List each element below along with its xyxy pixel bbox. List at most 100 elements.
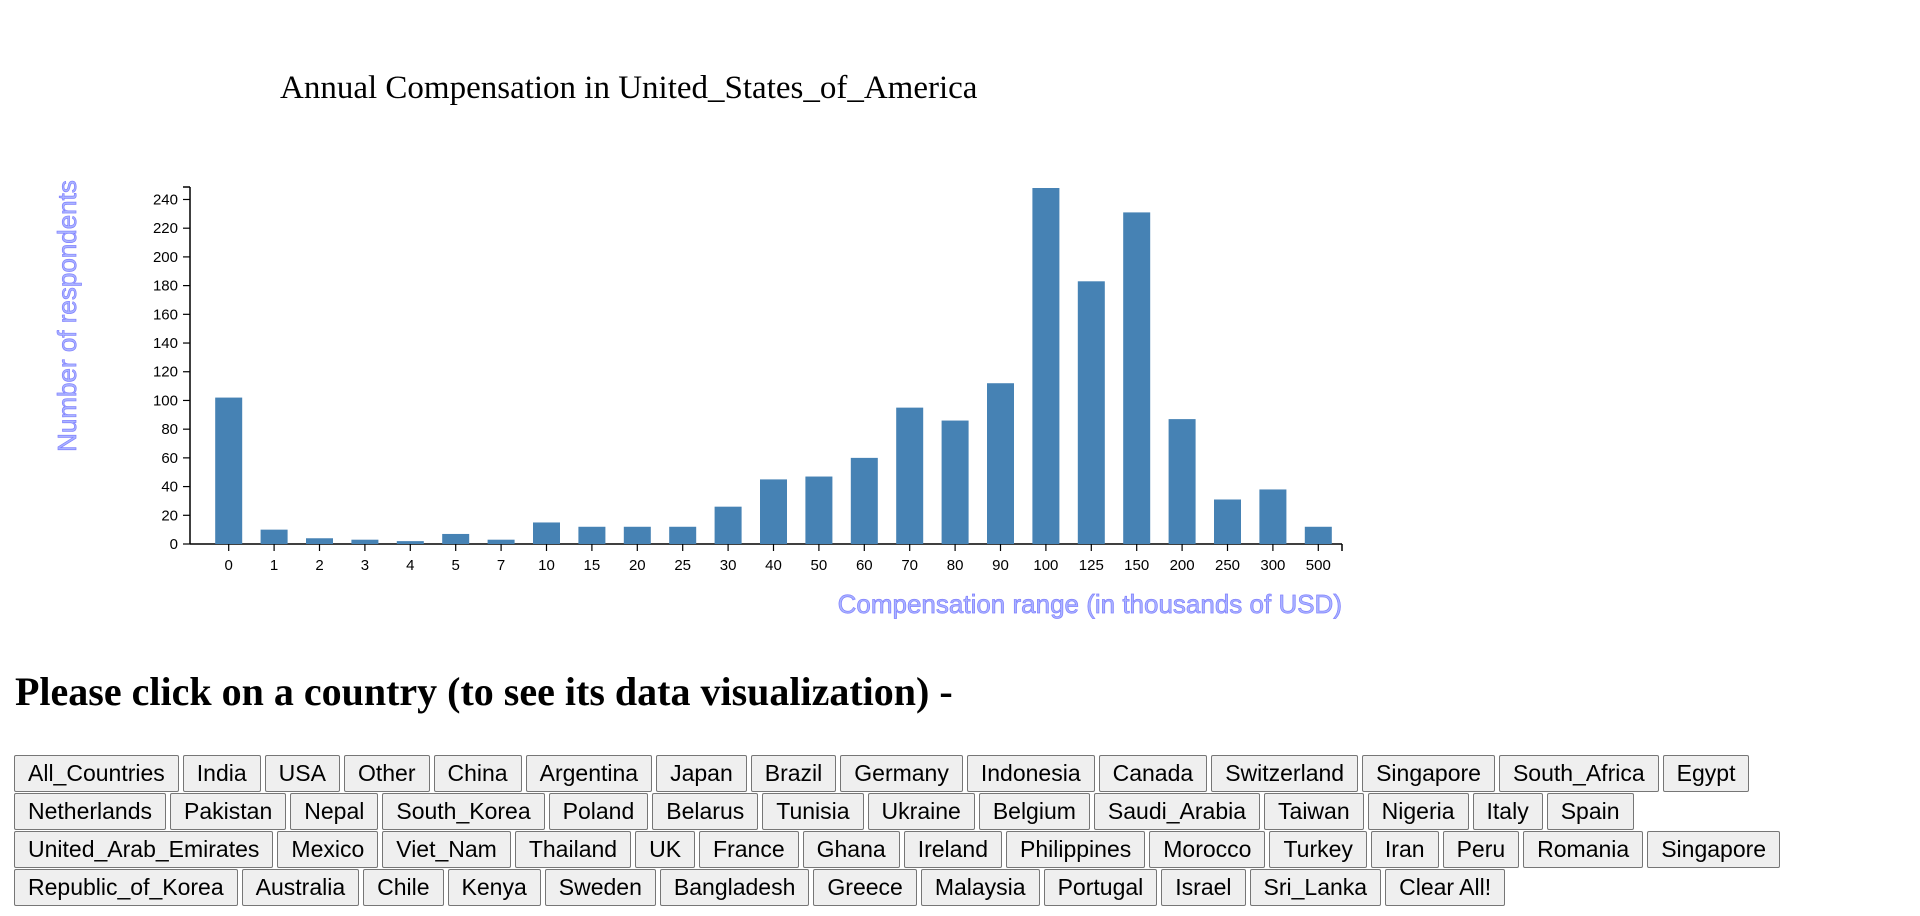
country-button-kenya[interactable]: Kenya: [447, 869, 541, 906]
bar-1[interactable]: [260, 529, 288, 544]
country-button-south-africa[interactable]: South_Africa: [1498, 755, 1659, 792]
country-button-list: All_Countries India USA Other China Argentina…: [14, 755, 1894, 907]
y-axis: 0 20 40 60 80 100 120 140 160 180 200 220 240: [153, 186, 191, 553]
country-button-tunisia[interactable]: Tunisia: [762, 793, 864, 830]
bar-2[interactable]: [306, 538, 333, 544]
country-button-bangladesh[interactable]: Bangladesh: [659, 869, 810, 906]
clear-all-button[interactable]: Clear All!: [1385, 869, 1506, 906]
bar-250[interactable]: [1214, 499, 1241, 545]
country-button-belgium[interactable]: Belgium: [978, 793, 1090, 830]
country-button-philippines[interactable]: Philippines: [1006, 831, 1146, 868]
country-button-ghana[interactable]: Ghana: [802, 831, 900, 868]
country-button-united-arab-emirates[interactable]: United_Arab_Emirates: [14, 831, 274, 868]
country-button-south-korea[interactable]: South_Korea: [382, 793, 545, 830]
country-button-poland[interactable]: Poland: [548, 793, 649, 830]
bar-80[interactable]: [941, 420, 969, 544]
country-button-netherlands[interactable]: Netherlands: [14, 793, 167, 830]
country-button-argentina[interactable]: Argentina: [525, 755, 653, 792]
bar-5[interactable]: [442, 533, 470, 544]
country-button-belarus[interactable]: Belarus: [652, 793, 759, 830]
country-button-spain[interactable]: Spain: [1546, 793, 1634, 830]
bar-7[interactable]: [487, 539, 515, 544]
y-tick-label: 200: [153, 249, 178, 266]
country-button-mexico[interactable]: Mexico: [277, 831, 379, 868]
country-button-israel[interactable]: Israel: [1161, 869, 1246, 906]
country-button-ireland[interactable]: Ireland: [903, 831, 1003, 868]
country-button-egypt[interactable]: Egypt: [1662, 755, 1750, 792]
bar-40[interactable]: [760, 479, 787, 544]
bar-60[interactable]: [850, 457, 878, 544]
country-button-usa[interactable]: USA: [264, 755, 340, 792]
country-button-turkey[interactable]: Turkey: [1269, 831, 1367, 868]
x-tick-label: 15: [584, 557, 601, 574]
country-button-germany[interactable]: Germany: [840, 755, 963, 792]
bar-50[interactable]: [805, 476, 833, 544]
country-button-thailand[interactable]: Thailand: [514, 831, 632, 868]
bar-500[interactable]: [1304, 526, 1332, 544]
x-tick-label: 60: [856, 557, 873, 574]
bar-3[interactable]: [351, 539, 379, 544]
country-button-nepal[interactable]: Nepal: [290, 793, 379, 830]
country-button-uk[interactable]: UK: [635, 831, 696, 868]
bar-100[interactable]: [1032, 188, 1060, 544]
x-tick-label: 80: [947, 557, 964, 574]
bar-125[interactable]: [1077, 281, 1105, 544]
country-button-india[interactable]: India: [182, 755, 261, 792]
bar-15[interactable]: [578, 526, 606, 544]
y-tick-label: 180: [153, 278, 178, 295]
country-button-viet-nam[interactable]: Viet_Nam: [382, 831, 511, 868]
bar-200[interactable]: [1168, 419, 1196, 544]
country-button-singapore[interactable]: Singapore: [1362, 755, 1495, 792]
country-button-romania[interactable]: Romania: [1523, 831, 1644, 868]
y-tick-label: 160: [153, 306, 178, 323]
x-tick-label: 20: [629, 557, 646, 574]
x-tick-label: 50: [811, 557, 828, 574]
country-button-japan[interactable]: Japan: [656, 755, 747, 792]
bars: [215, 188, 1332, 544]
country-button-switzerland[interactable]: Switzerland: [1211, 755, 1359, 792]
country-button-republic-of-korea[interactable]: Republic_of_Korea: [14, 869, 238, 906]
country-button-pakistan[interactable]: Pakistan: [170, 793, 287, 830]
country-button-brazil[interactable]: Brazil: [750, 755, 837, 792]
bar-0[interactable]: [215, 397, 243, 544]
country-button-greece[interactable]: Greece: [813, 869, 917, 906]
x-tick-label: 300: [1260, 557, 1285, 574]
bar-70[interactable]: [896, 407, 924, 544]
country-button-ukraine[interactable]: Ukraine: [867, 793, 975, 830]
y-tick-label: 120: [153, 364, 178, 381]
country-button-australia[interactable]: Australia: [241, 869, 360, 906]
y-tick-label: 240: [153, 191, 178, 208]
x-tick-label: 30: [720, 557, 737, 574]
bar-20[interactable]: [623, 526, 651, 544]
country-button-canada[interactable]: Canada: [1098, 755, 1208, 792]
country-button-indonesia[interactable]: Indonesia: [966, 755, 1095, 792]
country-button-morocco[interactable]: Morocco: [1149, 831, 1266, 868]
x-tick-label: 5: [452, 557, 460, 574]
x-tick-label: 200: [1170, 557, 1195, 574]
country-button-portugal[interactable]: Portugal: [1043, 869, 1158, 906]
bar-150[interactable]: [1123, 212, 1151, 544]
country-button-sri-lanka[interactable]: Sri_Lanka: [1249, 869, 1382, 906]
country-button-nigeria[interactable]: Nigeria: [1367, 793, 1469, 830]
country-button-singapore[interactable]: Singapore: [1647, 831, 1781, 868]
bar-300[interactable]: [1259, 489, 1287, 544]
bar-4[interactable]: [396, 541, 424, 544]
bar-10[interactable]: [533, 522, 560, 544]
country-button-malaysia[interactable]: Malaysia: [920, 869, 1040, 906]
x-tick-label: 10: [538, 557, 555, 574]
y-tick-label: 100: [153, 392, 178, 409]
country-button-all-countries[interactable]: All_Countries: [14, 755, 179, 792]
country-button-italy[interactable]: Italy: [1472, 793, 1543, 830]
country-button-chile[interactable]: Chile: [363, 869, 444, 906]
country-button-china[interactable]: China: [433, 755, 522, 792]
bar-30[interactable]: [714, 506, 742, 544]
country-button-taiwan[interactable]: Taiwan: [1264, 793, 1364, 830]
bar-90[interactable]: [987, 383, 1014, 544]
country-button-peru[interactable]: Peru: [1442, 831, 1520, 868]
country-button-sweden[interactable]: Sweden: [544, 869, 656, 906]
country-button-saudi-arabia[interactable]: Saudi_Arabia: [1093, 793, 1261, 830]
bar-25[interactable]: [669, 526, 697, 544]
country-button-other[interactable]: Other: [343, 755, 430, 792]
country-button-france[interactable]: France: [699, 831, 799, 868]
country-button-iran[interactable]: Iran: [1370, 831, 1439, 868]
